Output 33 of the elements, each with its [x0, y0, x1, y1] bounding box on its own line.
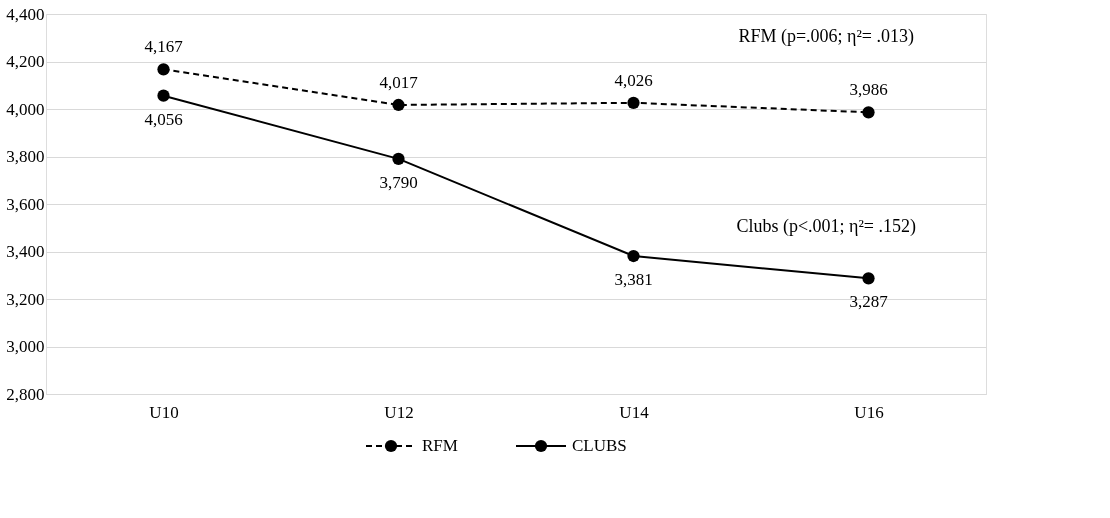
- data-label: 3,287: [849, 292, 889, 312]
- data-label: 4,017: [379, 72, 419, 92]
- data-label: 3,986: [849, 80, 888, 100]
- x-tick-label: U16: [854, 402, 884, 422]
- point: [862, 272, 875, 285]
- y-tick-label: 3,400: [6, 242, 45, 261]
- annotation: RFM (p=.006; η²= .013): [738, 25, 915, 47]
- point: [392, 98, 405, 112]
- y-tick-label: 3,200: [6, 289, 45, 309]
- y-tick-label: 3,800: [6, 147, 45, 166]
- y-tick-label: 3,600: [6, 194, 45, 214]
- point: [862, 106, 875, 119]
- y-tick-label: 4,200: [6, 52, 45, 71]
- y-tick-label: 2,800: [6, 384, 45, 404]
- point: [627, 249, 640, 263]
- data-label: 4,167: [144, 37, 184, 57]
- point: [157, 63, 170, 76]
- y-tick-label: 4,000: [6, 99, 45, 119]
- data-label: 3,790: [379, 172, 418, 192]
- data-label: 4,056: [144, 109, 183, 129]
- data-label: 3,381: [614, 270, 653, 290]
- point: [392, 152, 405, 165]
- point: [627, 96, 640, 109]
- x-tick-label: U14: [619, 402, 650, 422]
- data-label: 4,026: [614, 70, 653, 90]
- x-tick-label: U10: [149, 402, 179, 422]
- y-tick-label: 3,000: [6, 337, 45, 356]
- legend-label: RFM: [422, 436, 458, 455]
- annotation: Clubs (p<.001; η²= .152): [736, 215, 917, 237]
- legend-label: CLUBS: [572, 436, 627, 455]
- y-tick-label: 4,400: [6, 4, 45, 24]
- x-tick-label: U12: [384, 402, 414, 422]
- point: [157, 89, 170, 102]
